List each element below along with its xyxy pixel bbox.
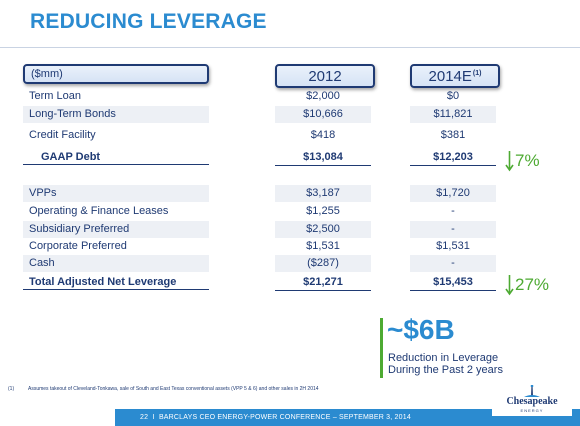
footer-text: 22 I BARCLAYS CEO ENERGY-POWER CONFERENC… xyxy=(140,409,411,426)
value-2014e: - xyxy=(451,205,455,217)
row-label: Term Loan xyxy=(29,90,81,102)
header-units: ($mm) xyxy=(23,64,209,84)
company-logo: Chesapeake ENERGY xyxy=(492,384,572,416)
value-2012: $1,531 xyxy=(306,240,340,252)
down-arrow-icon xyxy=(505,275,514,296)
value-2014e: - xyxy=(410,221,496,238)
header-2012: 2012 xyxy=(275,64,375,88)
value-2012: ($287) xyxy=(275,255,371,272)
callout-line-1: Reduction in Leverage xyxy=(388,352,499,364)
table-row: Cash ($287) - xyxy=(0,255,580,272)
table-row: Corporate Preferred $1,531 $1,531 xyxy=(0,238,580,255)
value-2014e: $381 xyxy=(440,129,466,141)
value-2014e: $11,821 xyxy=(410,106,496,123)
header-footnote-marker: (1) xyxy=(472,69,482,77)
value-2012: $13,084 xyxy=(275,149,371,166)
value-2012: $10,666 xyxy=(275,106,371,123)
leverage-reduction-value: 27% xyxy=(515,275,550,294)
footnote-number: (1) xyxy=(8,386,15,392)
logo-subtext: ENERGY xyxy=(520,408,544,413)
row-label: Total Adjusted Net Leverage xyxy=(23,274,209,290)
leverage-reduction: 27% xyxy=(505,274,549,296)
conference-name: BARCLAYS CEO ENERGY-POWER CONFERENCE – S… xyxy=(158,414,411,421)
value-2014e: - xyxy=(410,255,496,272)
gaap-reduction-value: 7% xyxy=(515,151,540,170)
callout-description: Reduction in Leverage During the Past 2 … xyxy=(388,352,548,376)
value-2012: $1,255 xyxy=(306,205,340,217)
header-2012-label: 2012 xyxy=(308,67,342,85)
down-arrow-icon xyxy=(505,151,514,172)
value-2012: $2,000 xyxy=(306,90,340,102)
table-row: Subsidiary Preferred $2,500 - xyxy=(0,221,580,238)
table-row: Total Adjusted Net Leverage $21,271 $15,45… xyxy=(0,274,580,291)
table-row: Credit Facility $418 $381 xyxy=(0,127,580,144)
header-units-label: ($mm) xyxy=(31,68,63,80)
value-2012: $418 xyxy=(310,129,336,141)
callout-line-2: During the Past 2 years xyxy=(388,364,503,376)
value-2014e: $12,203 xyxy=(410,149,496,166)
footnote-text: Assumes takeout of Cleveland-Tonkawa, sa… xyxy=(28,386,319,392)
row-label: Corporate Preferred xyxy=(29,240,127,252)
value-2014e: $1,720 xyxy=(410,185,496,202)
table-row: Long-Term Bonds $10,666 $11,821 xyxy=(0,106,580,123)
table-row: Term Loan $2,000 $0 xyxy=(0,88,580,105)
footnote: (1) Assumes takeout of Cleveland-Tonkawa,… xyxy=(8,386,319,392)
title-divider xyxy=(0,47,580,48)
header-2014e: 2014E (1) xyxy=(410,64,500,88)
row-label: GAAP Debt xyxy=(23,149,209,165)
header-2014e-label: 2014E xyxy=(428,67,472,85)
value-2014e: $0 xyxy=(446,90,460,102)
row-label: Operating & Finance Leases xyxy=(29,205,169,217)
table-row: VPPs $3,187 $1,720 xyxy=(0,185,580,202)
footer-separator: I xyxy=(152,414,155,421)
gaap-reduction: 7% xyxy=(505,150,540,172)
value-2014e: $1,531 xyxy=(436,240,470,252)
callout-amount: ~$6B xyxy=(387,314,455,345)
slide-title: REDUCING LEVERAGE xyxy=(30,10,267,33)
logo-wordmark: Chesapeake xyxy=(506,396,558,407)
table-row: Operating & Finance Leases $1,255 - xyxy=(0,203,580,220)
row-label: Credit Facility xyxy=(29,129,96,141)
row-label: Subsidiary Preferred xyxy=(23,221,209,238)
value-2014e: $15,453 xyxy=(410,274,496,291)
row-label: VPPs xyxy=(23,185,209,202)
lighthouse-icon xyxy=(524,385,540,397)
row-label: Long-Term Bonds xyxy=(23,106,209,123)
value-2012: $3,187 xyxy=(275,185,371,202)
callout-accent-bar xyxy=(380,318,383,378)
row-label: Cash xyxy=(23,255,209,272)
page-number: 22 xyxy=(140,414,149,421)
value-2012: $2,500 xyxy=(275,221,371,238)
table-row: GAAP Debt $13,084 $12,203 xyxy=(0,149,580,166)
footer-bar xyxy=(115,409,580,426)
value-2012: $21,271 xyxy=(275,274,371,291)
